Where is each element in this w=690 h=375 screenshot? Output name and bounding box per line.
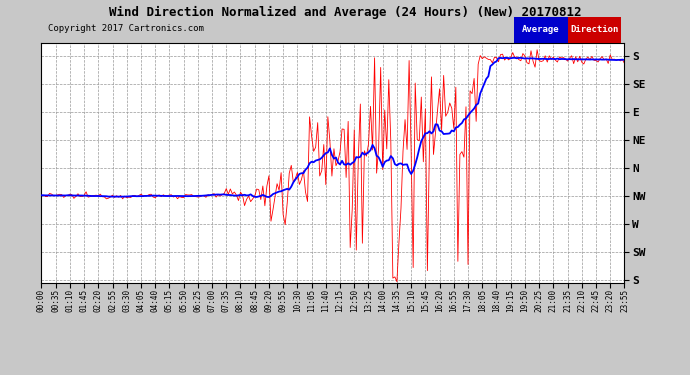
Text: Average: Average [522, 26, 560, 34]
Text: Direction: Direction [570, 26, 618, 34]
Bar [567, 17, 621, 43]
Bar [514, 17, 567, 43]
Text: Copyright 2017 Cartronics.com: Copyright 2017 Cartronics.com [48, 24, 204, 33]
Text: Wind Direction Normalized and Average (24 Hours) (New) 20170812: Wind Direction Normalized and Average (2… [109, 6, 581, 19]
